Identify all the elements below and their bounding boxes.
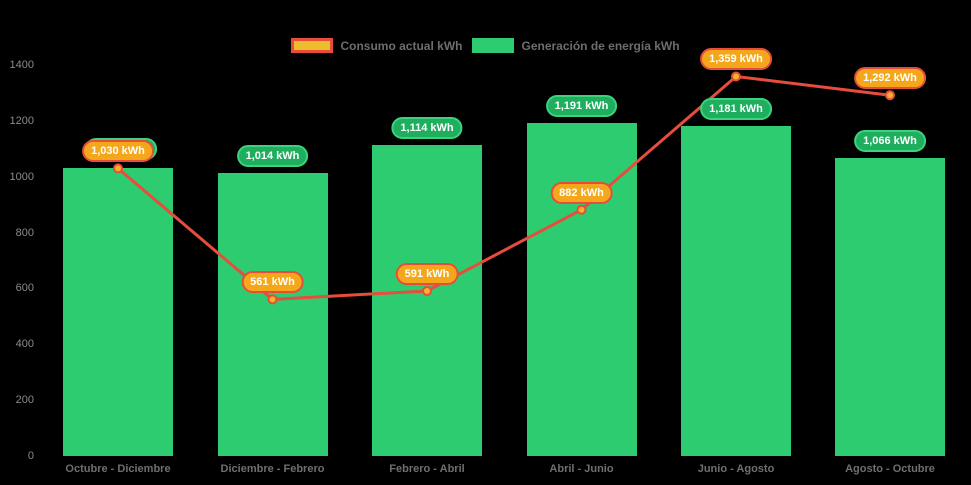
legend: Consumo actual kWh Generación de energía… [0, 38, 971, 53]
consumo-value-label: 561 kWh [241, 271, 304, 294]
legend-label-consumo: Consumo actual kWh [340, 38, 463, 53]
consumo-point[interactable] [885, 90, 895, 101]
y-axis-tick-label: 800 [15, 226, 34, 239]
generacion-value-label: 1,114 kWh [391, 116, 463, 139]
y-axis-tick-label: 1400 [9, 59, 34, 72]
legend-item-generacion[interactable]: Generación de energía kWh [472, 38, 680, 53]
legend-label-generacion: Generación de energía kWh [521, 38, 680, 53]
consumo-point[interactable] [422, 285, 432, 296]
generacion-legend-swatch [472, 38, 515, 53]
y-axis-tick-label: 600 [15, 282, 34, 295]
consumo-value-label: 1,359 kWh [700, 48, 772, 71]
generacion-value-label: 1,191 kWh [545, 95, 618, 118]
y-axis-tick-label: 1000 [9, 170, 34, 183]
legend-item-consumo[interactable]: Consumo actual kWh [291, 38, 462, 53]
consumo-line [117, 74, 891, 301]
consumo-value-label: 591 kWh [395, 262, 459, 285]
generacion-bar[interactable] [835, 158, 945, 456]
consumo-point[interactable] [113, 163, 123, 174]
x-axis-category-label: Junio - Agosto [697, 463, 775, 475]
x-axis-category-label: Abril - Junio [549, 463, 614, 475]
x-axis-category-label: Febrero - Abril [389, 463, 465, 475]
generacion-bar[interactable] [681, 126, 791, 456]
consumo-value-label: 882 kWh [550, 181, 613, 204]
consumo-point[interactable] [576, 204, 587, 215]
generacion-bar[interactable] [217, 172, 328, 456]
consumo-legend-swatch [291, 38, 334, 53]
generacion-value-label: 1,014 kWh [236, 144, 309, 167]
consumo-value-label: 1,030 kWh [82, 140, 154, 163]
consumo-point[interactable] [267, 294, 278, 305]
y-axis-tick-label: 400 [15, 338, 34, 351]
x-axis-category-label: Octubre - Diciembre [65, 463, 171, 475]
x-axis-category-label: Diciembre - Febrero [220, 463, 325, 475]
consumo-value-label: 1,292 kWh [854, 67, 926, 90]
generacion-value-label: 1,181 kWh [700, 98, 772, 121]
consumo-point[interactable] [731, 71, 741, 82]
generacion-value-label: 1,066 kWh [854, 130, 926, 153]
generacion-bar[interactable] [63, 168, 173, 456]
y-axis-tick-label: 1200 [9, 114, 34, 127]
y-axis-tick-label: 200 [15, 394, 34, 407]
y-axis-tick-label: 0 [27, 450, 34, 462]
generacion-bar[interactable] [372, 144, 482, 456]
x-axis-category-label: Agosto - Octubre [845, 463, 935, 475]
